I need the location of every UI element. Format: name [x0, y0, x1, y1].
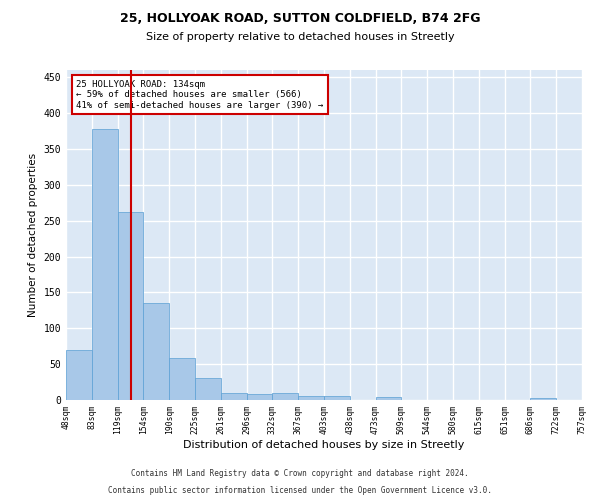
Y-axis label: Number of detached properties: Number of detached properties [28, 153, 38, 317]
Text: Contains public sector information licensed under the Open Government Licence v3: Contains public sector information licen… [108, 486, 492, 495]
Bar [66, 350, 92, 400]
X-axis label: Distribution of detached houses by size in Streetly: Distribution of detached houses by size … [184, 440, 464, 450]
Bar [221, 393, 247, 400]
Bar [324, 396, 350, 400]
Bar [530, 398, 556, 400]
Bar [92, 129, 118, 400]
Bar [118, 212, 143, 400]
Bar [195, 378, 221, 400]
Bar [376, 397, 401, 400]
Text: 25, HOLLYOAK ROAD, SUTTON COLDFIELD, B74 2FG: 25, HOLLYOAK ROAD, SUTTON COLDFIELD, B74… [120, 12, 480, 26]
Text: 25 HOLLYOAK ROAD: 134sqm
← 59% of detached houses are smaller (566)
41% of semi-: 25 HOLLYOAK ROAD: 134sqm ← 59% of detach… [76, 80, 323, 110]
Bar [143, 303, 169, 400]
Bar [272, 393, 298, 400]
Bar [247, 394, 272, 400]
Bar [298, 396, 324, 400]
Bar [169, 358, 195, 400]
Text: Size of property relative to detached houses in Streetly: Size of property relative to detached ho… [146, 32, 454, 42]
Text: Contains HM Land Registry data © Crown copyright and database right 2024.: Contains HM Land Registry data © Crown c… [131, 468, 469, 477]
